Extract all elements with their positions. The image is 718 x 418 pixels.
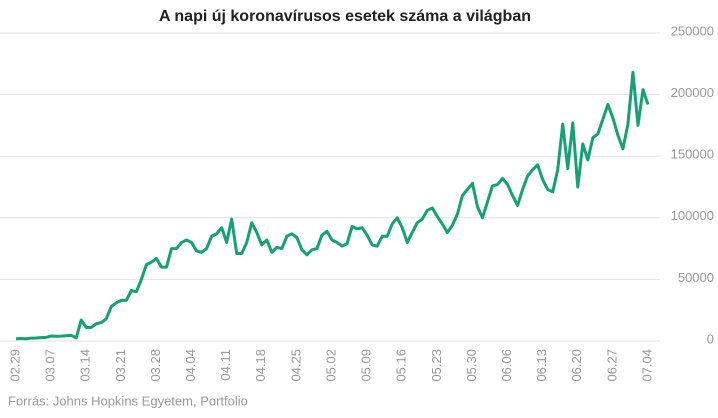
y-tick-label: 250000	[671, 23, 714, 38]
source: Forrás: Johns Hopkins Egyetem, Portfolio	[8, 393, 248, 408]
x-tick-label: 04.25	[288, 349, 303, 382]
x-tick-label: 03.28	[148, 349, 163, 382]
x-tick-label: 05.23	[429, 349, 444, 382]
x-tick-label: 06.27	[604, 349, 619, 382]
x-tick-label: 04.11	[218, 349, 233, 381]
line	[15, 70, 650, 341]
x-tick-label: 05.02	[323, 349, 338, 382]
x-tick-label: 07.04	[639, 349, 654, 382]
x-tick-label: 06.13	[534, 349, 549, 382]
x-tick-label: 04.18	[253, 349, 268, 382]
y-tick-label: 50000	[678, 270, 714, 285]
x-tick-label: 05.16	[394, 349, 409, 382]
x-tick-label: 03.21	[113, 349, 128, 382]
chart-title: A napi új koronavírusos esetek száma a v…	[159, 8, 531, 25]
x-tick-label: 03.14	[78, 349, 93, 382]
y-tick-label: 200000	[671, 85, 714, 100]
x-tick-label: 03.07	[43, 349, 58, 382]
x-tick-label: 06.20	[569, 349, 584, 382]
x-tick-label: 06.06	[499, 349, 514, 382]
x-tick-label: 05.30	[464, 349, 479, 382]
x-tick-label: 04.04	[183, 349, 198, 382]
x-tick-label: 02.29	[7, 349, 22, 382]
x-tick-label: 05.09	[359, 349, 374, 382]
y-tick-label: 100000	[671, 208, 714, 223]
y-tick-label: 0	[707, 331, 714, 346]
y-tick-label: 150000	[671, 147, 714, 162]
